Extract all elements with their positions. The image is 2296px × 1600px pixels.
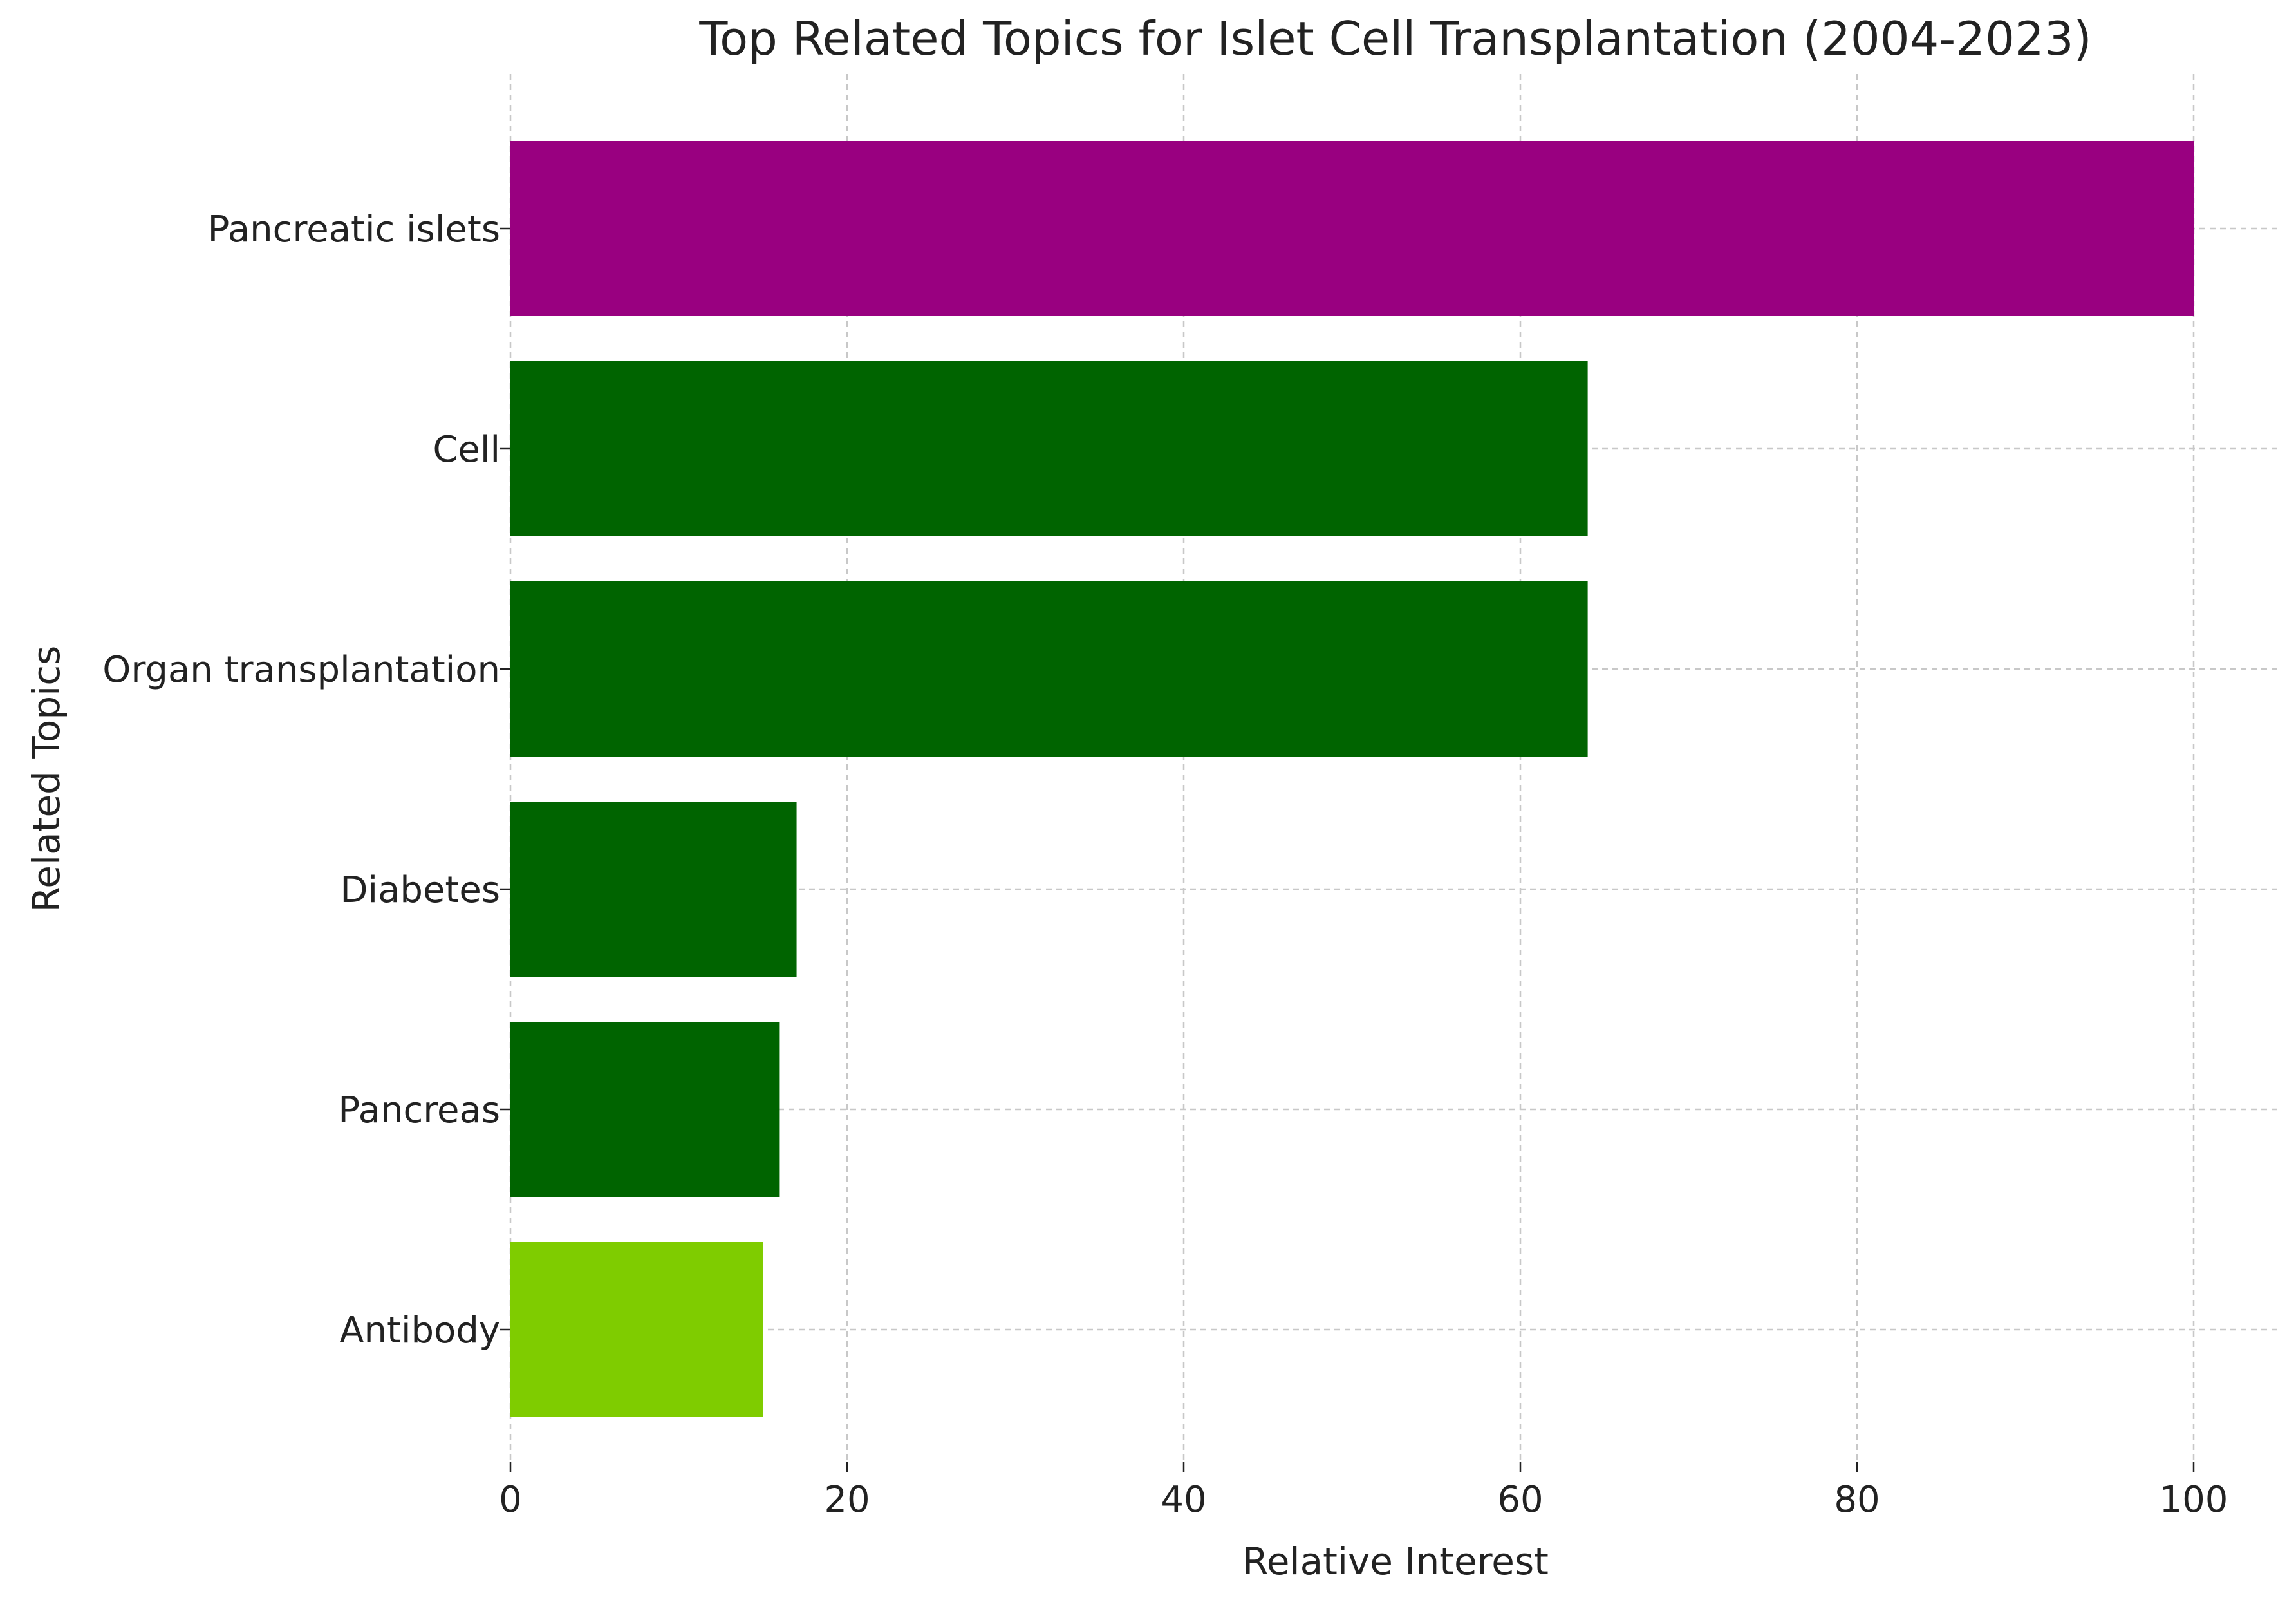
- y-tick-label: Pancreatic islets: [208, 209, 500, 250]
- chart-title: Top Related Topics for Islet Cell Transp…: [698, 12, 2091, 66]
- bar: [510, 141, 2194, 316]
- bar: [510, 361, 1588, 536]
- x-ticks: 0 20 40 60 80 100: [499, 1462, 2228, 1521]
- x-tick-label: 20: [824, 1479, 870, 1521]
- y-tick-label: Cell: [433, 429, 500, 471]
- bar: [510, 1022, 780, 1197]
- bar: [510, 581, 1588, 757]
- y-tick-label: Antibody: [339, 1310, 500, 1351]
- y-tick-label: Pancreas: [338, 1089, 500, 1131]
- x-tick-label: 100: [2160, 1479, 2228, 1521]
- x-tick-label: 0: [499, 1479, 522, 1521]
- bar: [510, 802, 797, 977]
- y-ticks: Pancreatic islets Cell Organ transplantati…: [102, 209, 510, 1351]
- x-tick-label: 60: [1497, 1479, 1543, 1521]
- x-tick-label: 40: [1161, 1479, 1206, 1521]
- x-axis-label: Relative Interest: [1242, 1539, 1549, 1583]
- y-tick-label: Organ transplantation: [102, 649, 500, 691]
- y-axis-label: Related Topics: [24, 646, 68, 913]
- bar: [510, 1242, 763, 1417]
- bars: [510, 141, 2194, 1417]
- x-tick-label: 80: [1834, 1479, 1880, 1521]
- y-tick-label: Diabetes: [340, 869, 500, 911]
